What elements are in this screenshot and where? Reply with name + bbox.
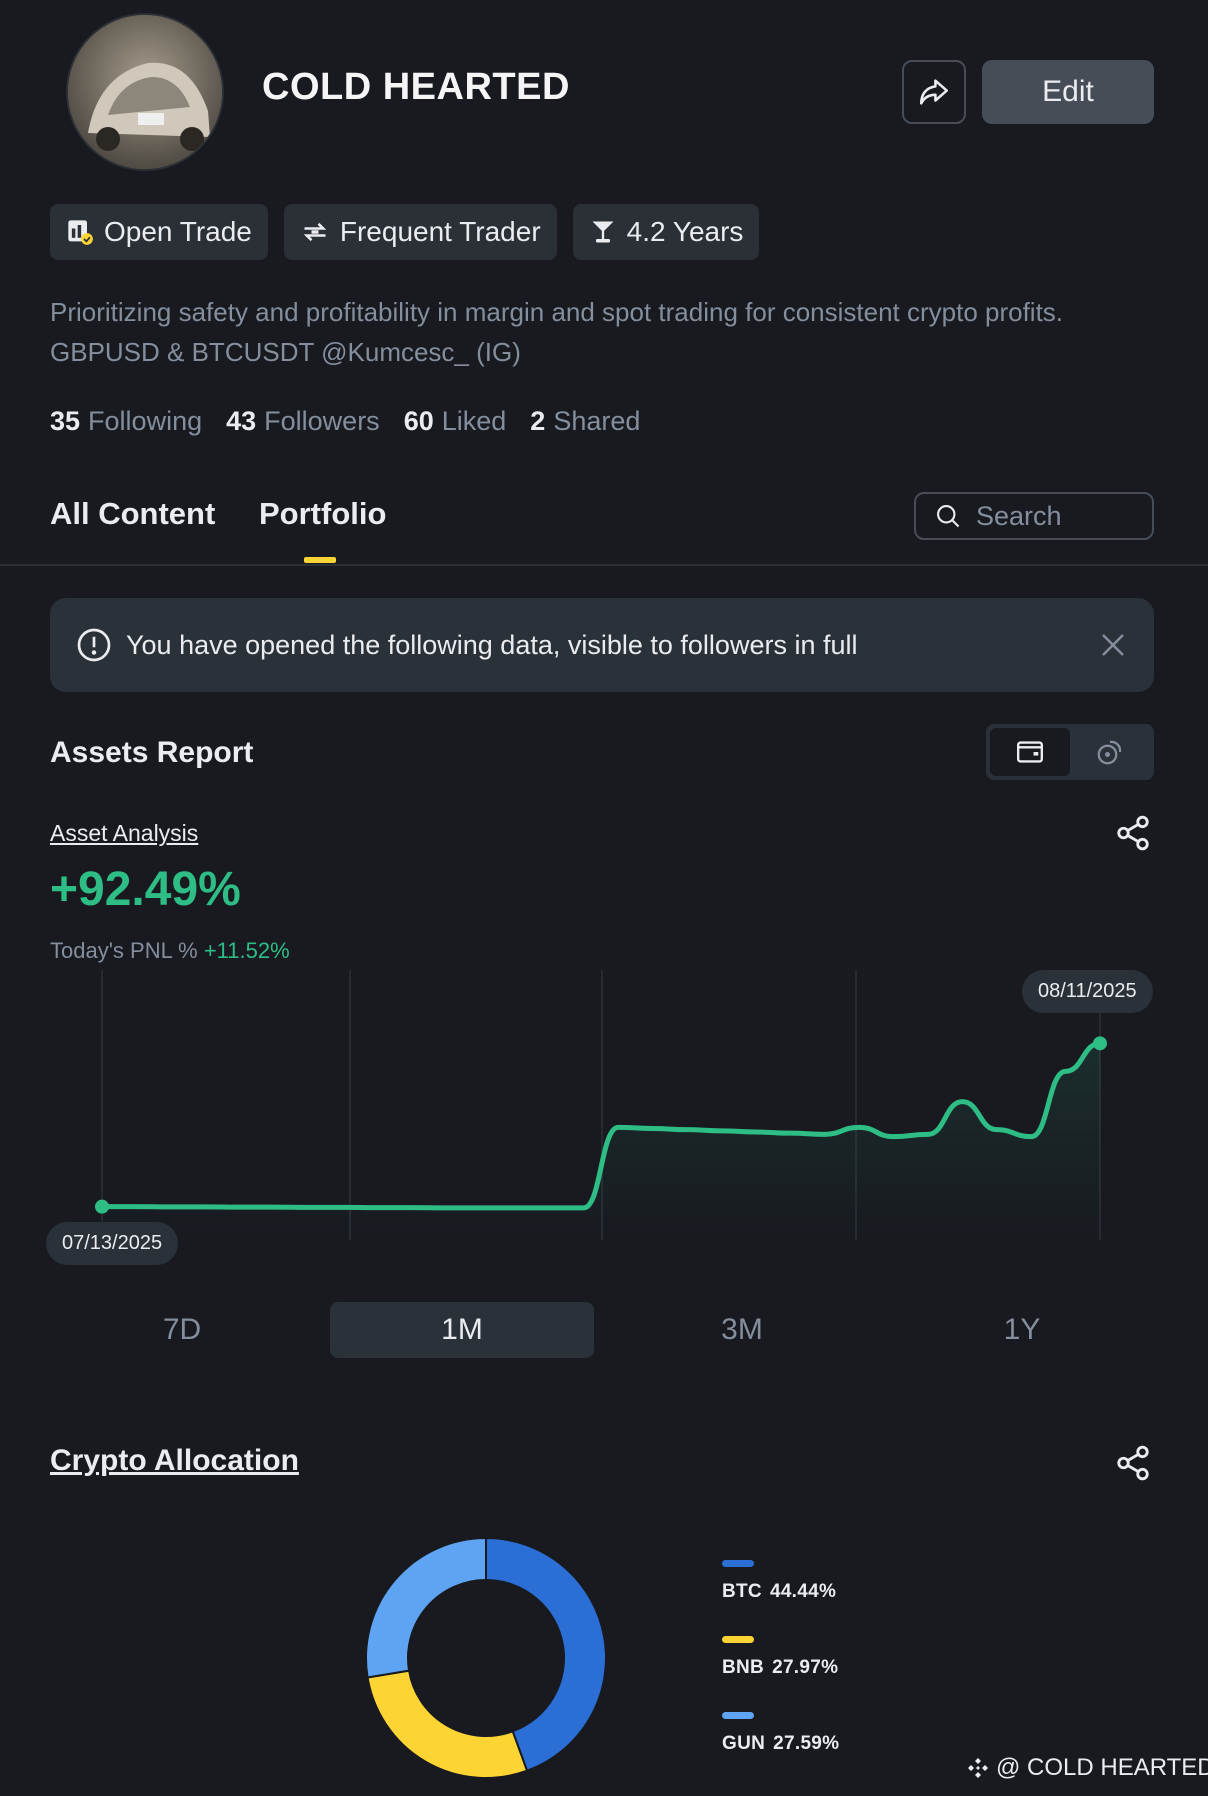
info-icon — [77, 628, 111, 662]
notice-text: You have opened the following data, visi… — [126, 629, 858, 660]
share-profile-button[interactable] — [902, 60, 966, 124]
crypto-allocation-title[interactable]: Crypto Allocation — [50, 1444, 299, 1477]
badge-open-trade[interactable]: Open Trade — [50, 204, 268, 260]
stat-followers[interactable]: 43 Followers — [226, 406, 380, 437]
asset-analysis-link[interactable]: Asset Analysis — [50, 820, 199, 846]
search-icon — [937, 505, 960, 528]
watermark-text: @ COLD HEARTED — [996, 1754, 1208, 1781]
avatar-car-image — [68, 15, 222, 169]
tab-portfolio[interactable]: Portfolio — [259, 496, 387, 531]
share-arrow-icon — [919, 79, 949, 105]
edit-profile-button[interactable]: Edit — [982, 60, 1154, 124]
search-placeholder: Search — [976, 500, 1062, 531]
active-tab-indicator — [304, 557, 336, 563]
profile-badges: Open Trade Frequent Trader 4.2 Years — [50, 204, 760, 260]
range-7d[interactable]: 7D — [162, 1313, 202, 1346]
today-pnl: Today's PNL % +11.52% — [50, 938, 290, 964]
wallet-view-option[interactable] — [990, 728, 1070, 776]
binance-logo-icon — [968, 1758, 988, 1778]
donut-slice-bnb[interactable] — [366, 1669, 529, 1779]
profile-stats: 35 Following 43 Followers 60 Liked 2 Shared — [50, 406, 640, 437]
wallet-icon — [1017, 741, 1043, 763]
chart-start-date-label: 07/13/2025 — [46, 1222, 179, 1265]
profile-name: COLD HEARTED — [262, 66, 570, 108]
close-icon[interactable] — [1098, 630, 1128, 660]
chart-end-point — [1093, 1036, 1107, 1051]
legend-pct: 44.44% — [769, 1581, 837, 1602]
share-allocation-button[interactable] — [1114, 1444, 1152, 1487]
tab-all-content[interactable]: All Content — [50, 496, 216, 531]
stat-liked[interactable]: 60 Liked — [404, 406, 507, 437]
watermark: @ COLD HEARTED — [966, 1754, 1208, 1782]
legend-swatch — [722, 1636, 754, 1643]
today-pnl-value: +11.52% — [203, 938, 290, 963]
stat-value: 35 — [50, 406, 81, 436]
range-1m[interactable]: 1M — [330, 1302, 594, 1358]
range-3m[interactable]: 3M — [721, 1313, 763, 1346]
avatar[interactable] — [66, 13, 224, 171]
legend-coin: BTC — [722, 1581, 762, 1602]
share-nodes-icon — [1117, 815, 1149, 851]
donut-slice-btc[interactable] — [485, 1536, 607, 1773]
badge-label: 4.2 Years — [626, 216, 744, 247]
badge-frequent-trader[interactable]: Frequent Trader — [283, 204, 557, 260]
donut-slice-gun[interactable] — [365, 1536, 487, 1679]
stat-label: Following — [88, 406, 203, 436]
chart-area-fill — [102, 1043, 1100, 1240]
share-nodes-icon — [1117, 1445, 1149, 1481]
asset-line-chart[interactable] — [40, 960, 1170, 1280]
legend-pct: 27.59% — [773, 1733, 840, 1754]
stat-following[interactable]: 35 Following — [50, 406, 202, 437]
legend-swatch — [722, 1712, 754, 1719]
today-pnl-label: Today's PNL % — [50, 938, 198, 963]
coins-icon — [1097, 740, 1122, 765]
search-input[interactable]: Search — [914, 492, 1154, 540]
assets-view-toggle — [986, 724, 1154, 780]
legend-item-bnb: BNB 27.97% — [722, 1636, 838, 1679]
chart-end-date-label: 08/11/2025 — [1022, 970, 1153, 1013]
chart-start-point — [95, 1199, 109, 1214]
allocation-donut-chart[interactable] — [364, 1536, 608, 1780]
stat-label: Liked — [441, 406, 507, 436]
stat-shared[interactable]: 2 Shared — [530, 406, 640, 437]
tabs-divider — [0, 564, 1208, 566]
legend-pct: 27.97% — [772, 1657, 839, 1678]
trophy-icon — [592, 221, 614, 243]
legend-item-gun: GUN 27.59% — [722, 1712, 839, 1755]
badge-label: Open Trade — [104, 216, 252, 247]
stat-value: 43 — [226, 406, 257, 436]
range-1y[interactable]: 1Y — [1003, 1313, 1041, 1346]
chart-series-line — [99, 1040, 1103, 1211]
legend-coin: GUN — [722, 1733, 766, 1754]
open-trade-icon — [68, 220, 93, 245]
coins-view-option[interactable] — [1070, 728, 1150, 776]
stat-value: 60 — [403, 406, 434, 436]
legend-item-btc: BTC 44.44% — [722, 1560, 836, 1603]
badge-years[interactable]: 4.2 Years — [572, 204, 760, 260]
visibility-notice: You have opened the following data, visi… — [50, 598, 1154, 692]
assets-report-title: Assets Report — [50, 736, 254, 769]
stat-label: Followers — [264, 406, 380, 436]
bio-line: GBPUSD & BTCUSDT @Kumcesc_ (IG) — [50, 337, 521, 367]
frequent-trader-icon — [303, 222, 327, 242]
badge-label: Frequent Trader — [339, 216, 541, 247]
stat-label: Shared — [553, 406, 641, 436]
profile-bio: Prioritizing safety and profitability in… — [50, 292, 1170, 372]
legend-coin: BNB — [722, 1657, 765, 1678]
total-pnl-value: +92.49% — [50, 863, 241, 916]
bio-line: Prioritizing safety and profitability in… — [50, 297, 1064, 327]
stat-value: 2 — [530, 406, 546, 436]
legend-swatch — [722, 1560, 754, 1567]
share-asset-analysis-button[interactable] — [1114, 814, 1152, 857]
